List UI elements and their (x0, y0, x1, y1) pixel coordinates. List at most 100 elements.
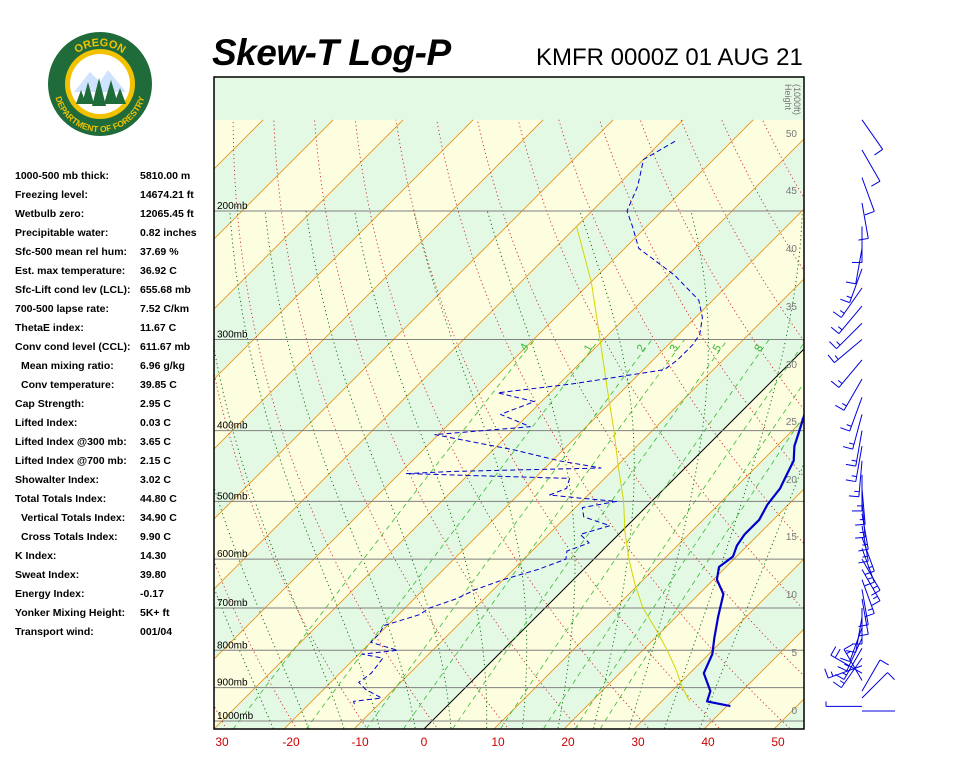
wind-barb (830, 305, 863, 335)
isotherm-line (214, 119, 404, 310)
height-tick-label: 50 (786, 129, 798, 140)
index-value: 9.90 C (140, 531, 171, 543)
index-label: Showalter Index: (15, 474, 100, 486)
index-label: 700-500 lapse rate: (15, 303, 109, 315)
wind-barb (840, 627, 863, 663)
mixing-ratio-line (499, 339, 770, 729)
index-row: Yonker Mixing Height: 5K+ ft (15, 605, 215, 624)
index-value: 001/04 (140, 626, 173, 638)
wind-barb (845, 616, 863, 653)
index-row: ThetaE index: 11.67 C (15, 320, 215, 339)
wind-barb (852, 226, 863, 263)
wind-barb (830, 646, 863, 674)
isotherm-band (703, 628, 804, 729)
index-label: K Index: (15, 550, 57, 562)
isotherm-line (353, 278, 804, 729)
moist-adiabat (628, 210, 709, 729)
wind-barb (861, 177, 875, 216)
index-label: Lifted Index @700 mb: (15, 455, 127, 467)
dry-adiabat (925, 120, 960, 737)
wind-barb (852, 474, 863, 512)
mixing-ratio-label: 8 (752, 343, 765, 354)
mixing-ratio-label: 1 (582, 343, 595, 354)
x-tick-label: 30 (215, 735, 229, 749)
index-label: Cross Totals Index: (21, 531, 118, 543)
wind-barb (861, 119, 884, 156)
wind-barb (861, 537, 875, 575)
dewpoint-trace (353, 139, 703, 705)
pressure-label: 500mb (217, 491, 248, 502)
index-label: Sfc-Lift cond lev (LCL): (15, 284, 131, 296)
isotherm-line (214, 119, 544, 450)
index-row: Cross Totals Index: 9.90 C (15, 529, 215, 548)
sounding-indices-panel: 1000-500 mb thick: 5810.00 m Freezing leve… (15, 168, 215, 643)
x-tick-label: 50 (771, 735, 785, 749)
moist-adiabat (663, 210, 803, 729)
isotherm-line (0, 120, 193, 737)
index-row: Freezing level: 14674.21 ft (15, 187, 215, 206)
wind-barb (835, 378, 863, 411)
index-label: Yonker Mixing Height: (15, 607, 126, 619)
index-value: 14.30 (140, 550, 167, 562)
wind-barb (858, 589, 869, 628)
index-label: Transport wind: (15, 626, 94, 638)
index-row: Vertical Totals Index: 34.90 C (15, 510, 215, 529)
index-label: Vertical Totals Index: (21, 512, 126, 524)
isotherm-line (214, 119, 614, 520)
index-value: 12065.45 ft (140, 208, 194, 220)
mixing-ratio-label: 2 (635, 343, 648, 354)
pressure-label: 900mb (217, 678, 248, 689)
index-value: 37.69 % (140, 246, 179, 258)
plot-area (0, 119, 960, 737)
dry-adiabat (885, 120, 960, 737)
index-row: Est. max temperature: 36.92 C (15, 263, 215, 282)
index-label: Cap Strength: (15, 398, 85, 410)
index-value: 2.95 C (140, 398, 171, 410)
index-label: Lifted Index: (15, 417, 78, 429)
index-value: 44.80 C (140, 493, 177, 505)
mixing-ratio-line (599, 415, 804, 729)
logo-top-text: OREGON (72, 37, 127, 56)
wind-barb (832, 657, 863, 689)
wind-barb (845, 248, 863, 285)
wind-barb (842, 414, 863, 450)
height-tick-label: 40 (786, 244, 798, 255)
index-row: 1000-500 mb thick: 5810.00 m (15, 168, 215, 187)
index-row: 700-500 lapse rate: 7.52 C/km (15, 301, 215, 320)
x-tick-label: -20 (282, 735, 300, 749)
index-row: K Index: 14.30 (15, 548, 215, 567)
index-row: Showalter Index: 3.02 C (15, 472, 215, 491)
wind-barb (830, 359, 863, 388)
index-label: Lifted Index @300 mb: (15, 436, 127, 448)
wind-barb-column (824, 119, 895, 707)
index-value: 39.85 C (140, 379, 177, 391)
x-tick-label: 0 (421, 735, 428, 749)
mixing-ratio-line (305, 339, 600, 729)
x-tick-label: 10 (491, 735, 505, 749)
index-label: Freezing level: (15, 189, 88, 201)
index-value: 0.82 inches (140, 227, 197, 239)
mixing-ratio-line (542, 342, 804, 729)
index-row: Energy Index: -0.17 (15, 586, 215, 605)
moist-adiabat (579, 210, 635, 729)
x-tick-label: -10 (351, 735, 369, 749)
mixing-ratio-line (574, 382, 804, 729)
wind-barb (827, 339, 863, 364)
isotherm-line (0, 120, 123, 737)
height-tick-label: 45 (786, 186, 798, 197)
pressure-label: 1000mb (217, 711, 254, 722)
chart-title: Skew-T Log-P (212, 32, 451, 73)
index-value: 39.80 (140, 569, 167, 581)
index-value: 611.67 mb (140, 341, 191, 353)
mixing-ratio-line (402, 339, 685, 729)
mixing-ratio-line (232, 339, 536, 729)
wind-barb (861, 149, 881, 187)
index-row: Lifted Index @300 mb: 3.65 C (15, 434, 215, 453)
isotherm-line (214, 119, 754, 660)
index-row: Sfc-Lift cond lev (LCL): 655.68 mb (15, 282, 215, 301)
height-tick-label: 25 (786, 417, 798, 428)
pressure-label: 700mb (217, 598, 248, 609)
moist-adiabat (486, 210, 576, 729)
isotherm-line (493, 418, 804, 729)
